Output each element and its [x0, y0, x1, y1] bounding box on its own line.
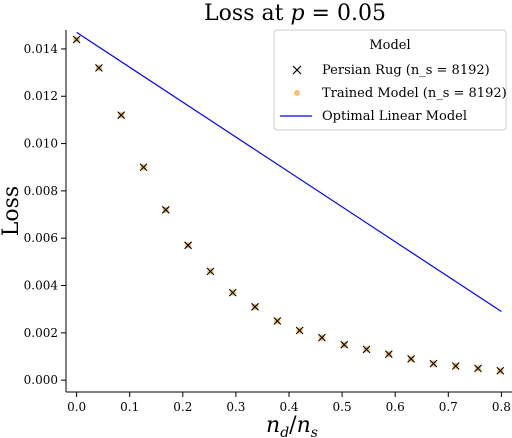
legend-label-optimal-linear: Optimal Linear Model — [322, 109, 467, 124]
point-persian-rug — [228, 288, 237, 297]
point-persian-rug — [161, 205, 170, 214]
point-persian-rug — [451, 362, 460, 370]
x-label-slash: / — [289, 413, 297, 438]
point-persian-rug — [474, 364, 482, 373]
chart-title-prefix: Loss at — [204, 1, 290, 26]
chart-title-var: p — [290, 1, 304, 26]
x-label-num-sub: d — [280, 425, 289, 438]
point-persian-rug — [318, 333, 326, 342]
y-tick-label: 0.006 — [24, 231, 58, 245]
x-label-num: n — [266, 413, 280, 438]
legend-entry-persian-rug: Persian Rug (n_s = 8192) — [292, 63, 490, 78]
y-tick-label: 0.000 — [24, 373, 58, 387]
legend-entry-trained-model: Trained Model (n_s = 8192) — [294, 86, 507, 101]
legend: Model Persian Rug (n_s = 8192) Trained M… — [273, 29, 507, 131]
point-persian-rug — [362, 345, 371, 354]
point-persian-rug — [139, 163, 148, 172]
x-label-den: n — [297, 413, 311, 438]
legend-marker-x — [292, 65, 302, 75]
x-tick-label: 0.3 — [226, 400, 245, 414]
series-line-optimal-linear — [76, 31, 502, 313]
point-persian-rug — [340, 340, 349, 349]
chart-title: Loss at p = 0.05 — [204, 1, 386, 26]
point-persian-rug — [429, 359, 438, 368]
point-persian-rug — [184, 241, 193, 250]
x-tick-label: 0.7 — [439, 400, 458, 414]
legend-label-trained-model: Trained Model (n_s = 8192) — [322, 86, 507, 101]
x-axis-label: nd/ns — [266, 413, 318, 438]
x-tick-label: 0.5 — [333, 400, 352, 414]
x-tick-label: 0.2 — [173, 400, 192, 414]
y-tick-label: 0.010 — [24, 137, 58, 151]
legend-title: Model — [369, 38, 410, 53]
legend-label-persian-rug: Persian Rug (n_s = 8192) — [322, 63, 490, 78]
legend-box — [273, 29, 507, 131]
x-label-den-sub: s — [311, 425, 318, 438]
y-axis-label: Loss — [0, 186, 24, 236]
point-persian-rug — [206, 267, 215, 276]
point-persian-rug — [95, 63, 103, 72]
point-persian-rug — [496, 366, 505, 375]
point-persian-rug — [273, 317, 282, 325]
y-tick-label: 0.014 — [24, 42, 59, 56]
point-persian-rug — [72, 35, 81, 44]
x-tick-label: 0.4 — [279, 400, 298, 414]
y-ticks: 0.000 0.002 0.004 0.006 0.008 0.010 0.012 0.014 — [24, 42, 66, 387]
x-ticks: 0.0 0.1 0.2 0.3 0.4 0.5 0.6 0.7 0.8 — [67, 392, 511, 414]
legend-marker-dot — [294, 90, 300, 96]
x-tick-label: 0.6 — [386, 400, 405, 414]
y-tick-label: 0.004 — [24, 279, 59, 293]
series-layer — [72, 31, 505, 375]
y-tick-label: 0.012 — [24, 89, 58, 103]
y-tick-label: 0.008 — [24, 184, 58, 198]
x-tick-label: 0.0 — [67, 400, 86, 414]
x-tick-label: 0.1 — [120, 400, 139, 414]
x-tick-label: 0.8 — [492, 400, 511, 414]
point-persian-rug — [251, 302, 259, 311]
legend-entry-optimal-linear: Optimal Linear Model — [280, 109, 467, 124]
point-persian-rug — [295, 326, 304, 335]
point-persian-rug — [117, 111, 126, 120]
point-persian-rug — [407, 354, 416, 363]
point-persian-rug — [384, 350, 393, 359]
chart-title-suffix: = 0.05 — [305, 1, 386, 26]
y-tick-label: 0.002 — [24, 326, 58, 340]
